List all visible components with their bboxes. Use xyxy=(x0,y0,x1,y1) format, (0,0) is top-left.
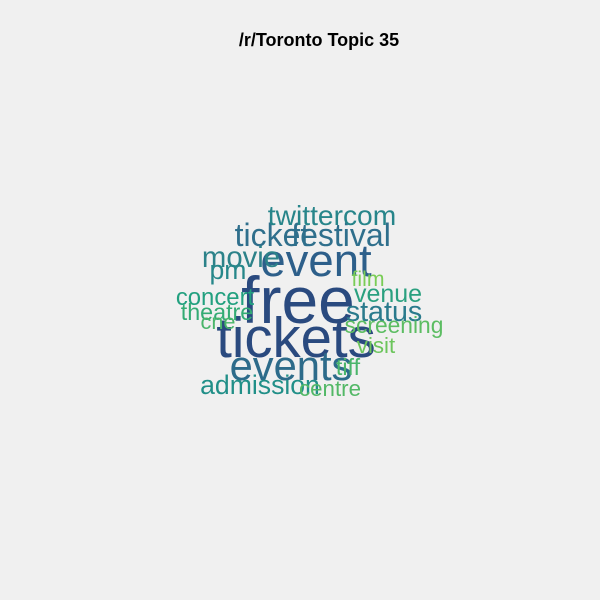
word-events: events xyxy=(230,342,353,389)
word-screening: screening xyxy=(345,312,444,338)
word-admission: admission xyxy=(200,370,320,400)
word-free: free xyxy=(241,263,355,337)
word-tiff: tiff xyxy=(336,354,361,380)
word-ticket: ticket xyxy=(235,217,310,253)
word-pm: pm xyxy=(210,255,247,285)
word-twittercom: twittercom xyxy=(268,199,396,231)
word-theatre: theatre xyxy=(181,299,254,325)
word-movie: movie xyxy=(202,241,280,274)
word-cne: cne xyxy=(201,309,236,334)
word-centre: centre xyxy=(299,376,361,401)
chart-title: /r/Toronto Topic 35 xyxy=(238,30,400,50)
word-visit: visit xyxy=(357,333,396,358)
word-tickets: tickets xyxy=(216,306,376,369)
word-film: film xyxy=(352,268,385,291)
word-venue: venue xyxy=(354,280,422,308)
word-festival: festival xyxy=(291,217,391,253)
word-status: status xyxy=(346,296,423,328)
word-concert: concert xyxy=(176,284,255,311)
word-event: event xyxy=(260,235,372,286)
